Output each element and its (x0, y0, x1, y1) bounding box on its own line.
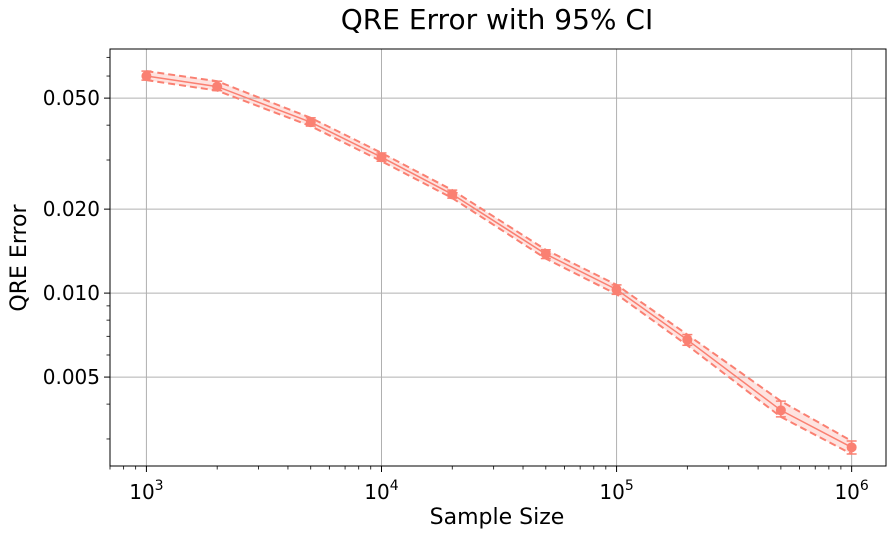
plot-frame (109, 48, 887, 467)
data-point (846, 442, 857, 453)
x-tick-label: 105 (599, 478, 633, 504)
x-axis: 103 104 105 106 (109, 466, 869, 504)
y-tick-label: 0.010 (43, 281, 100, 305)
data-point (611, 284, 622, 295)
ci-band (146, 70, 853, 455)
ci-band-fill (146, 71, 852, 454)
data-point (447, 189, 458, 200)
y-tick-label: 0.020 (43, 197, 100, 221)
x-axis-title: Sample Size (430, 505, 565, 530)
ci-upper-line (146, 70, 853, 442)
data-point (540, 249, 551, 260)
data-point (376, 152, 387, 163)
data-point (212, 81, 223, 92)
series-line (146, 75, 852, 448)
data-point (141, 71, 152, 82)
grid (110, 49, 886, 466)
x-tick-label: 104 (364, 478, 398, 504)
data-point (305, 117, 316, 128)
y-tick-label: 0.050 (43, 86, 100, 110)
y-tick-label: 0.005 (43, 365, 100, 389)
data-point (775, 405, 786, 416)
data-point (682, 334, 693, 345)
y-axis-title: QRE Error (7, 203, 32, 311)
series (141, 70, 857, 455)
ci-lower-line (146, 79, 853, 455)
x-tick-label: 106 (834, 478, 868, 504)
chart-title: QRE Error with 95% CI (341, 3, 653, 36)
y-axis: 0.005 0.010 0.020 0.050 (43, 56, 110, 440)
x-tick-label: 103 (129, 478, 163, 504)
